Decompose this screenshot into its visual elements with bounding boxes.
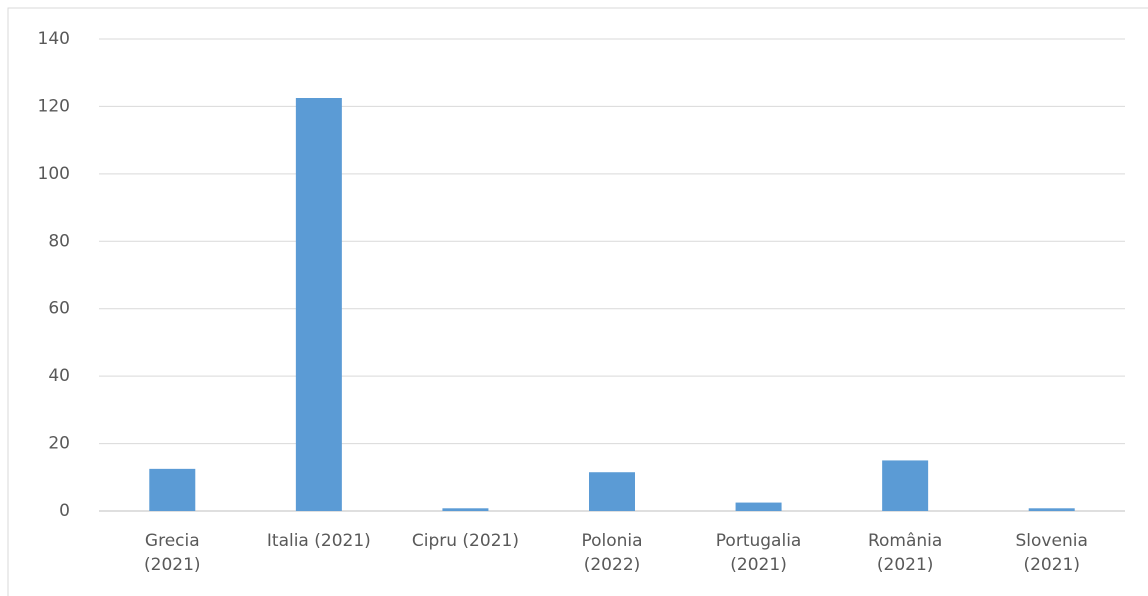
bar bbox=[589, 472, 635, 511]
x-tick-label: Polonia (2022) bbox=[581, 531, 643, 575]
bar bbox=[442, 508, 489, 511]
bar bbox=[1028, 508, 1075, 511]
x-tick-label: Grecia (2021) bbox=[144, 531, 201, 575]
y-tick-label: 0 bbox=[59, 501, 70, 521]
chart-border bbox=[7, 7, 1148, 596]
y-tick-label: 140 bbox=[38, 29, 70, 49]
y-tick-label: 60 bbox=[48, 299, 70, 319]
x-tick-label: România (2021) bbox=[867, 531, 943, 575]
y-tick-label: 80 bbox=[48, 231, 70, 251]
y-tick-label: 100 bbox=[38, 164, 70, 184]
x-tick-label: Slovenia (2021) bbox=[1015, 531, 1088, 575]
bar bbox=[149, 468, 196, 511]
bar bbox=[882, 460, 929, 511]
y-tick-label: 20 bbox=[48, 434, 70, 454]
bar bbox=[735, 502, 782, 511]
x-tick-label: Cipru (2021) bbox=[411, 531, 519, 551]
x-tick-label: Portugalia (2021) bbox=[715, 531, 802, 575]
x-tick-label: Italia (2021) bbox=[266, 531, 371, 551]
bar bbox=[295, 98, 342, 511]
y-tick-label: 120 bbox=[38, 96, 70, 116]
y-tick-label: 40 bbox=[48, 366, 70, 386]
